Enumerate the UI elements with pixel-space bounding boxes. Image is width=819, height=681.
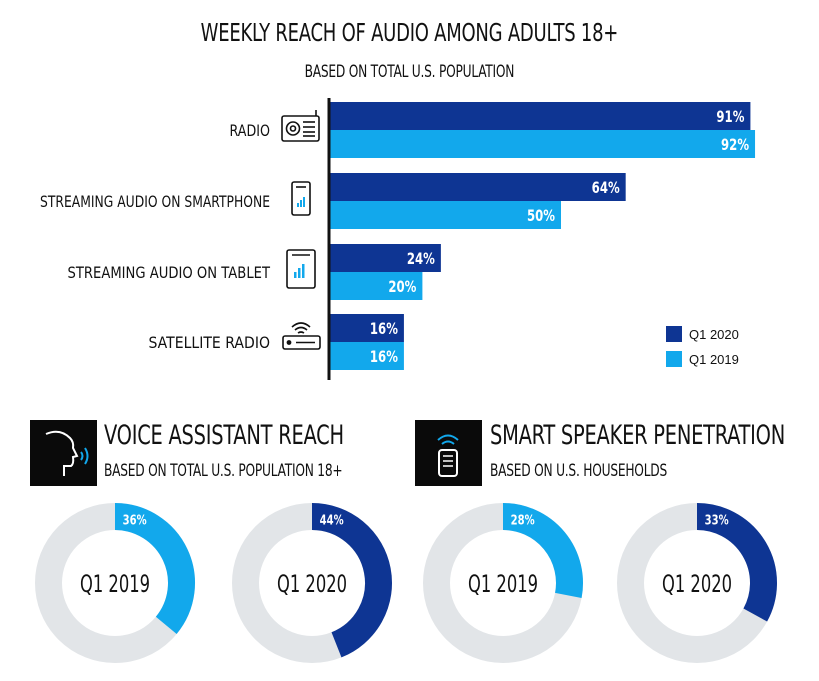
donut-value-label: 28%	[511, 513, 535, 528]
donut-slice	[311, 503, 392, 658]
radio-icon	[281, 110, 320, 142]
donut-chart: 44% Q1 2020	[232, 503, 392, 663]
legend-swatch	[666, 351, 682, 367]
donut-value-label: 36%	[123, 513, 147, 528]
donut-value-label: 44%	[320, 513, 344, 528]
smart-speaker-subtitle: BASED ON U.S. HOUSEHOLDS	[490, 461, 667, 481]
donut-chart: 36% Q1 2019	[35, 503, 195, 663]
legend-label: Q1 2019	[689, 352, 739, 367]
bar-value-label: 16%	[370, 319, 398, 338]
bar-q1-2020	[330, 173, 626, 201]
legend-swatch	[666, 326, 682, 342]
chart-title: WEEKLY REACH OF AUDIO AMONG ADULTS 18+	[200, 18, 619, 47]
bar-value-label: 24%	[407, 249, 435, 268]
category-labels: RADIO STREAMING AUDIO ON SMARTPHONE STREAM…	[40, 121, 270, 352]
satellite-radio-icon	[282, 322, 321, 350]
donut-center-label: Q1 2020	[662, 570, 732, 598]
donut-center-label: Q1 2019	[468, 570, 538, 598]
category-icons	[281, 110, 321, 350]
bar-q1-2019	[330, 201, 561, 229]
smart-speaker-title: SMART SPEAKER PENETRATION	[490, 420, 785, 451]
bar-value-label: 64%	[592, 178, 620, 197]
bar-value-label: 16%	[370, 347, 398, 366]
donut-slice	[114, 503, 195, 634]
bar-q1-2020	[330, 314, 404, 342]
smart-speaker-icon	[437, 434, 459, 477]
bar-marks: 91% 92% 64% 50% 24% 20% 16% 16%	[330, 102, 756, 370]
donut-center-label: Q1 2020	[277, 570, 347, 598]
bar-value-label: 92%	[721, 135, 749, 154]
donut-chart: 28% Q1 2019	[423, 503, 583, 663]
voice-assistant-icon	[45, 430, 89, 476]
donut-slice	[696, 503, 777, 622]
category-label: STREAMING AUDIO ON SMARTPHONE	[40, 192, 270, 211]
bar-value-label: 20%	[388, 277, 416, 296]
category-label: STREAMING AUDIO ON TABLET	[68, 263, 271, 282]
tablet-icon	[286, 249, 316, 289]
donut-chart: 33% Q1 2020	[617, 503, 777, 663]
voice-assistant-subtitle: BASED ON TOTAL U.S. POPULATION 18+	[104, 461, 343, 481]
donut-value-label: 33%	[705, 513, 729, 528]
bar-q1-2019	[330, 272, 423, 300]
bar-q1-2020	[330, 244, 441, 272]
bar-value-label: 91%	[716, 107, 744, 126]
bar-value-label: 50%	[527, 206, 555, 225]
voice-assistant-icon-box	[30, 420, 97, 486]
bar-chart: RADIO STREAMING AUDIO ON SMARTPHONE STREAM…	[40, 98, 756, 380]
category-label: SATELLITE RADIO	[149, 333, 271, 352]
bar-q1-2019	[330, 342, 404, 370]
donut-slice	[502, 503, 583, 598]
category-label: RADIO	[230, 121, 271, 140]
bar-q1-2019	[330, 130, 756, 158]
donut-center-label: Q1 2019	[80, 570, 150, 598]
chart-subtitle: BASED ON TOTAL U.S. POPULATION	[304, 62, 515, 82]
bar-q1-2020	[330, 102, 751, 130]
voice-assistant-title: VOICE ASSISTANT REACH	[104, 420, 344, 451]
legend-label: Q1 2020	[689, 327, 739, 342]
smart-speaker-icon-box	[415, 420, 482, 486]
chart-legend: Q1 2020 Q1 2019	[666, 326, 739, 367]
smartphone-icon	[291, 181, 311, 216]
